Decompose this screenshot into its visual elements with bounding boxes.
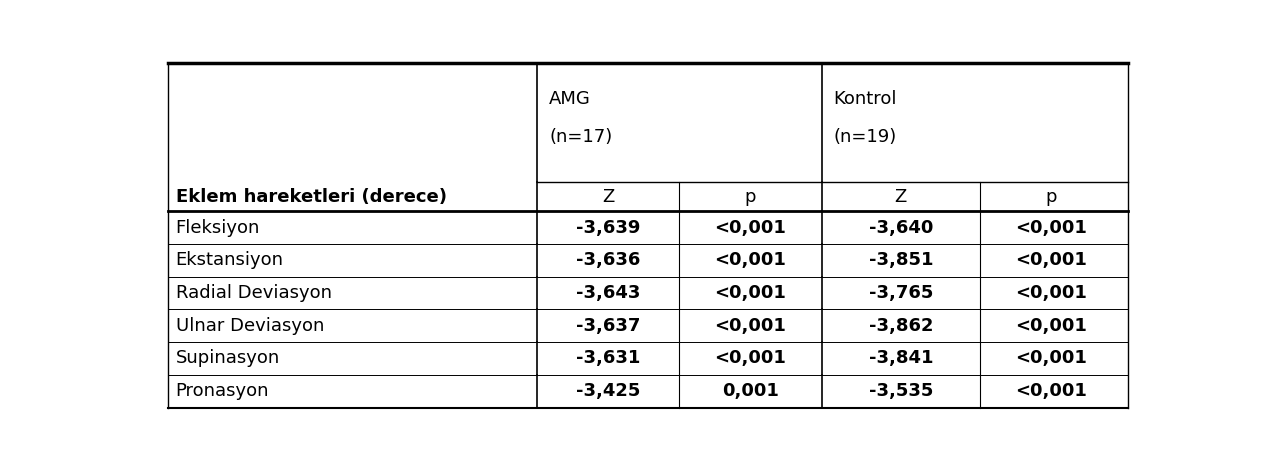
Text: -3,639: -3,639: [576, 219, 641, 237]
Text: <0,001: <0,001: [1015, 251, 1087, 269]
Text: p: p: [744, 188, 756, 206]
Text: -3,631: -3,631: [576, 350, 641, 368]
Text: (n=19): (n=19): [833, 128, 896, 146]
Text: -3,841: -3,841: [868, 350, 933, 368]
Text: Ekstansiyon: Ekstansiyon: [176, 251, 283, 269]
Text: -3,765: -3,765: [868, 284, 933, 302]
Text: Z: Z: [895, 188, 906, 206]
Text: <0,001: <0,001: [1015, 350, 1087, 368]
Text: <0,001: <0,001: [1015, 219, 1087, 237]
Text: -3,643: -3,643: [576, 284, 641, 302]
Text: <0,001: <0,001: [1015, 284, 1087, 302]
Text: 0,001: 0,001: [722, 382, 779, 400]
Text: -3,636: -3,636: [576, 251, 641, 269]
Text: -3,637: -3,637: [576, 317, 641, 335]
Text: -3,535: -3,535: [868, 382, 933, 400]
Text: Eklem hareketleri (derece): Eklem hareketleri (derece): [176, 188, 446, 206]
Text: Z: Z: [603, 188, 614, 206]
Text: -3,640: -3,640: [868, 219, 933, 237]
Text: Supinasyon: Supinasyon: [176, 350, 279, 368]
Text: Fleksiyon: Fleksiyon: [176, 219, 260, 237]
Text: <0,001: <0,001: [714, 251, 786, 269]
Text: <0,001: <0,001: [714, 219, 786, 237]
Text: p: p: [1045, 188, 1057, 206]
Text: -3,851: -3,851: [868, 251, 933, 269]
Text: (n=17): (n=17): [549, 128, 612, 146]
Text: AMG: AMG: [549, 90, 590, 108]
Text: <0,001: <0,001: [714, 350, 786, 368]
Text: Radial Deviasyon: Radial Deviasyon: [176, 284, 331, 302]
Text: <0,001: <0,001: [1015, 382, 1087, 400]
Text: <0,001: <0,001: [1015, 317, 1087, 335]
Text: -3,862: -3,862: [868, 317, 933, 335]
Text: -3,425: -3,425: [576, 382, 641, 400]
Text: <0,001: <0,001: [714, 317, 786, 335]
Text: Kontrol: Kontrol: [833, 90, 897, 108]
Text: Ulnar Deviasyon: Ulnar Deviasyon: [176, 317, 324, 335]
Text: <0,001: <0,001: [714, 284, 786, 302]
Text: Pronasyon: Pronasyon: [176, 382, 269, 400]
